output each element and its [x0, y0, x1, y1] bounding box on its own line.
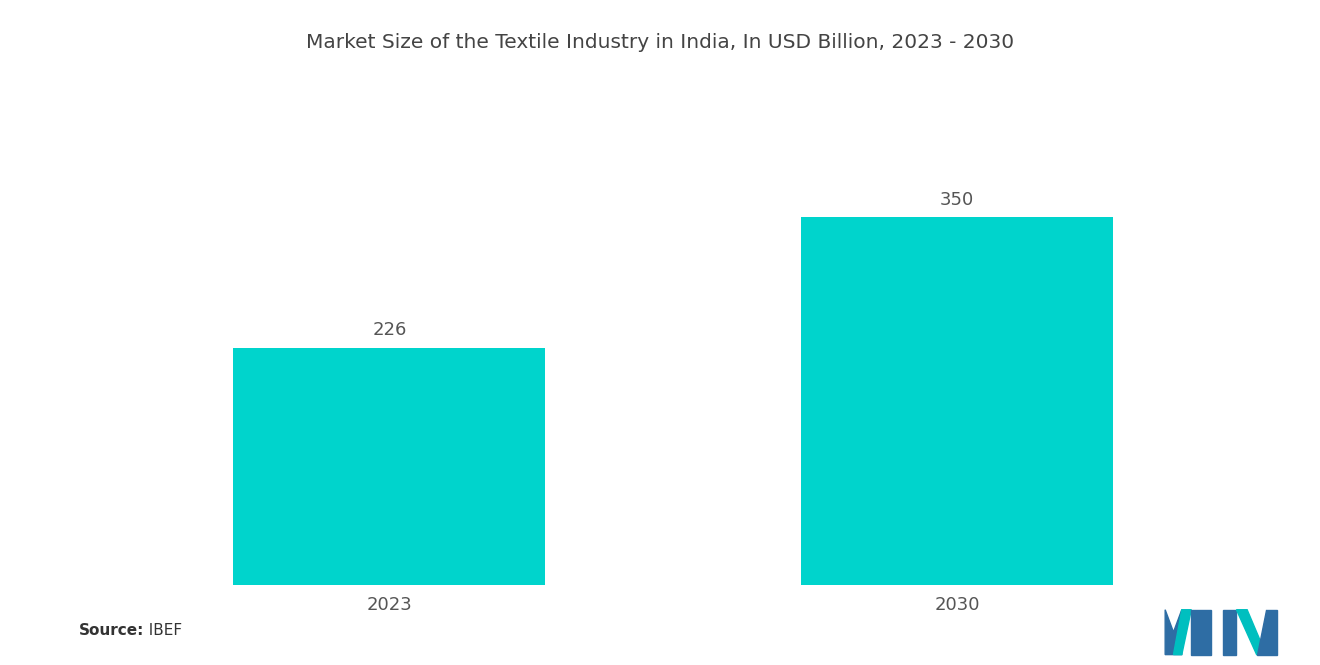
Text: IBEF: IBEF: [139, 623, 182, 638]
Polygon shape: [1166, 610, 1181, 654]
Text: Source:: Source:: [79, 623, 145, 638]
Polygon shape: [1237, 610, 1266, 654]
Polygon shape: [1257, 610, 1276, 654]
Text: 226: 226: [372, 321, 407, 339]
Text: 350: 350: [940, 191, 974, 209]
Text: Market Size of the Textile Industry in India, In USD Billion, 2023 - 2030: Market Size of the Textile Industry in I…: [306, 33, 1014, 53]
Bar: [234, 348, 545, 585]
Polygon shape: [1224, 610, 1237, 654]
Polygon shape: [1173, 610, 1191, 654]
Bar: [801, 217, 1113, 585]
Polygon shape: [1191, 610, 1212, 654]
